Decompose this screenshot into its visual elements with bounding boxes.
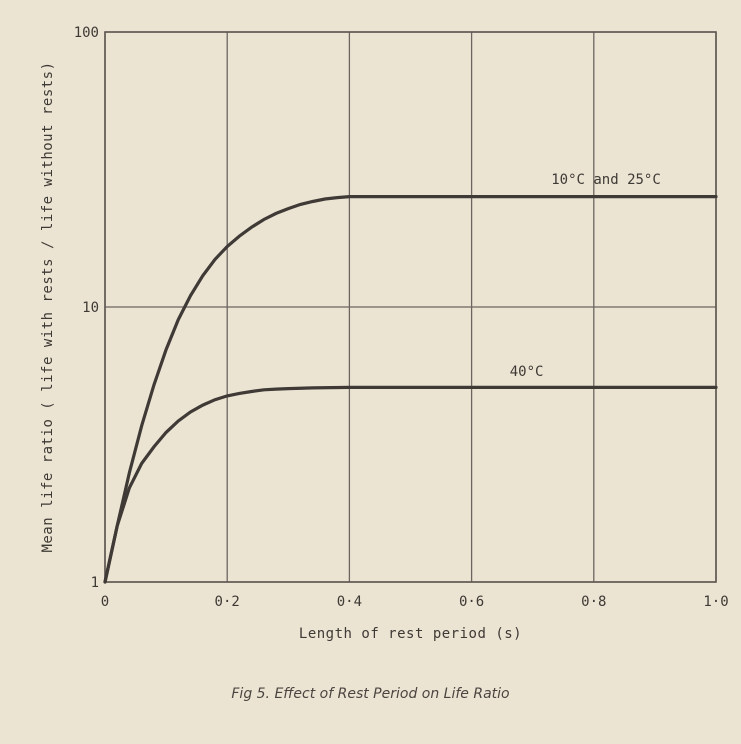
x-tick-label-2: 0·4 — [337, 594, 362, 610]
y-tick-label-2: 100 — [74, 25, 99, 41]
x-tick-label-0: 0 — [101, 594, 109, 610]
series-label-0: 10°C and 25°C — [551, 172, 661, 188]
series-label-1: 40°C — [510, 364, 544, 380]
series-line-0 — [103, 195, 718, 584]
x-axis-label: Length of rest period (s) — [299, 626, 522, 642]
x-tick-label-4: 0·8 — [581, 594, 606, 610]
y-tick-label-1: 10 — [82, 300, 99, 316]
figure-caption: Fig 5. Effect of Rest Period on Life Rat… — [231, 686, 510, 702]
x-tick-label-3: 0·6 — [459, 594, 484, 610]
x-tick-label-5: 1·0 — [703, 594, 728, 610]
plot-frame — [104, 31, 717, 583]
x-tick-label-1: 0·2 — [215, 594, 240, 610]
y-axis-label: Mean life ratio ( life with rests / life… — [40, 61, 56, 552]
series-line-1 — [103, 385, 718, 584]
y-tick-label-0: 1 — [91, 575, 99, 591]
